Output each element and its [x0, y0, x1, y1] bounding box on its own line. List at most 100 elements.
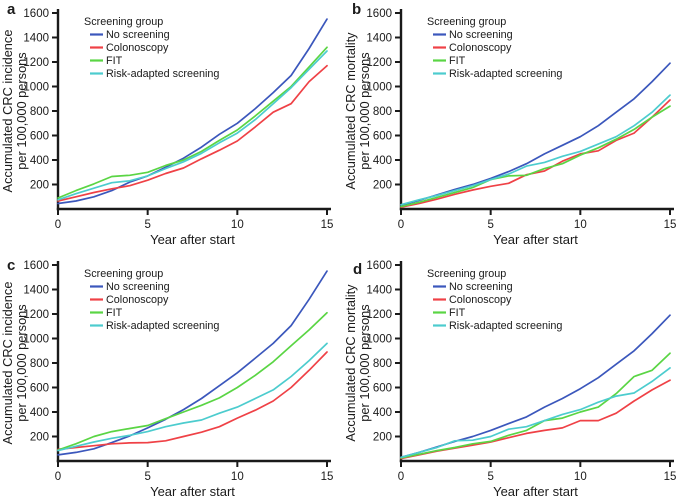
legend-title: Screening group [84, 16, 163, 28]
x-axis-title: Year after start [493, 484, 578, 499]
series-line-fit [57, 46, 328, 199]
chart-a-incidence: 200 400 600 800 1000 1200 1400 1600 0 5 10 15 Year a… [0, 8, 333, 247]
series-line-colonoscopy [400, 99, 671, 209]
series-line-colonoscopy [400, 379, 671, 460]
x-tick-label: 15 [664, 471, 677, 483]
y-tick-label: 1600 [366, 260, 392, 272]
y-tick-label: 600 [373, 131, 392, 143]
x-tick-label: 5 [144, 471, 150, 483]
y-tick-label: 800 [373, 106, 392, 118]
y-tick-label: 1400 [23, 33, 49, 45]
legend-label-no-screening: No screening [106, 281, 170, 293]
chart-b-mortality: 200 400 600 800 1000 1200 1400 1600 0 5 10 15 Year a… [343, 8, 676, 247]
x-tick-label: 10 [231, 219, 244, 231]
legend-label-fit: FIT [106, 55, 123, 67]
legend-label-colonoscopy: Colonoscopy [449, 294, 512, 306]
y-tick-label: 1200 [366, 57, 392, 69]
y-tick-label: 1000 [23, 82, 49, 94]
legend-title: Screening group [427, 16, 506, 28]
y-axis-title-line1: Accumulated CRC mortality [343, 32, 358, 190]
series-lines [57, 18, 328, 205]
series-lines [400, 314, 671, 460]
y-tick-label: 1400 [23, 285, 49, 297]
panel-b: b 200 400 600 800 1000 1200 1400 1600 0 5 10 15 Year… [343, 0, 685, 252]
series-line-no-screening [57, 18, 328, 205]
y-tick-label: 1600 [23, 260, 49, 272]
y-axis-title-line2: per 100,000 persons [357, 52, 372, 169]
x-axis-title: Year after start [150, 484, 235, 499]
legend-label-colonoscopy: Colonoscopy [106, 42, 169, 54]
legend-label-fit: FIT [106, 307, 123, 319]
y-tick-label: 600 [30, 383, 49, 395]
legend-label-risk-adapted-screening: Risk-adapted screening [106, 320, 219, 332]
y-tick-label: 200 [373, 432, 392, 444]
y-tick-label: 1000 [366, 82, 392, 94]
x-tick-label: 15 [664, 219, 677, 231]
series-line-fit [400, 352, 671, 459]
x-tick-label: 5 [487, 471, 493, 483]
legend-title: Screening group [427, 268, 506, 280]
panel-c: c 200 400 600 800 1000 1200 1400 1600 0 5 10 15 Year… [0, 252, 343, 503]
series-line-fit [400, 105, 671, 208]
y-tick-label: 1400 [366, 33, 392, 45]
x-tick-label: 10 [231, 471, 244, 483]
legend-label-fit: FIT [449, 55, 466, 67]
series-line-no-screening [57, 270, 328, 456]
x-tick-label: 0 [55, 219, 61, 231]
legend-label-no-screening: No screening [106, 29, 170, 41]
y-tick-label: 1000 [366, 334, 392, 346]
y-tick-label: 400 [30, 155, 49, 167]
y-tick-label: 1400 [366, 285, 392, 297]
series-line-no-screening [400, 314, 671, 459]
x-tick-label: 0 [398, 471, 404, 483]
y-tick-label: 400 [30, 407, 49, 419]
panel-letter-c: c [7, 257, 16, 274]
series-lines [57, 270, 328, 456]
axes: 200 400 600 800 1000 1200 1400 1600 0 5 10 15 Year a… [343, 260, 676, 499]
legend-title: Screening group [84, 268, 163, 280]
y-tick-label: 200 [373, 180, 392, 192]
y-tick-label: 1000 [23, 334, 49, 346]
y-axis-title-line2: per 100,000 persons [14, 52, 29, 169]
axes: 200 400 600 800 1000 1200 1400 1600 0 5 10 15 Year a… [343, 8, 676, 247]
axes: 200 400 600 800 1000 1200 1400 1600 0 5 10 15 Year a… [0, 8, 333, 247]
x-tick-label: 5 [144, 219, 150, 231]
y-axis-title-line1: Accumulated CRC incidence [0, 30, 15, 193]
y-tick-label: 800 [373, 358, 392, 370]
legend-label-fit: FIT [449, 307, 466, 319]
panel-letter-b: b [352, 1, 362, 18]
legend-label-risk-adapted-screening: Risk-adapted screening [106, 68, 219, 80]
y-tick-label: 1600 [366, 8, 392, 20]
panel-d: d 200 400 600 800 1000 1200 1400 1600 0 5 10 15 Year… [343, 252, 685, 503]
chart-d-mortality: 200 400 600 800 1000 1200 1400 1600 0 5 10 15 Year a… [343, 260, 676, 499]
series-line-risk-adapted-screening [57, 342, 328, 452]
legend-label-risk-adapted-screening: Risk-adapted screening [449, 68, 562, 80]
series-line-risk-adapted-screening [57, 50, 328, 201]
y-tick-label: 800 [30, 358, 49, 370]
series-line-colonoscopy [57, 64, 328, 202]
panel-letter-a: a [7, 1, 16, 18]
x-tick-label: 10 [574, 471, 587, 483]
y-tick-label: 600 [373, 383, 392, 395]
axes: 200 400 600 800 1000 1200 1400 1600 0 5 10 15 Year a… [0, 260, 333, 499]
legend-label-colonoscopy: Colonoscopy [106, 294, 169, 306]
series-line-fit [57, 311, 328, 451]
series-line-risk-adapted-screening [400, 94, 671, 206]
x-tick-label: 10 [574, 219, 587, 231]
y-axis-title-line2: per 100,000 persons [357, 304, 372, 421]
panel-a: a 200 400 600 800 1000 1200 1400 1600 0 5 10 15 Year… [0, 0, 343, 252]
y-tick-label: 800 [30, 106, 49, 118]
y-tick-label: 200 [30, 432, 49, 444]
y-tick-label: 600 [30, 131, 49, 143]
y-tick-label: 1200 [23, 57, 49, 69]
x-tick-label: 0 [398, 219, 404, 231]
y-tick-label: 200 [30, 180, 49, 192]
legend-label-no-screening: No screening [449, 281, 513, 293]
panel-letter-d: d [353, 261, 363, 278]
y-axis-title-line2: per 100,000 persons [14, 304, 29, 421]
